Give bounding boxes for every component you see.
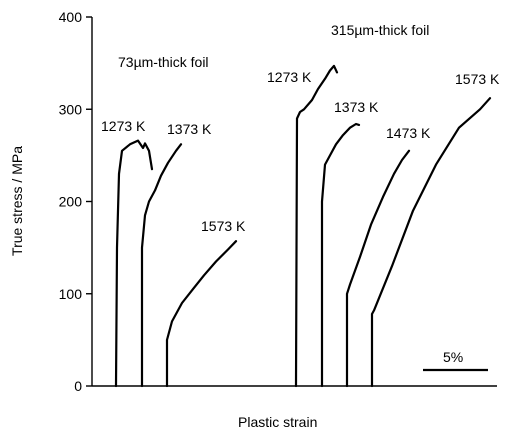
- curve-1573k-315um: [370, 97, 492, 388]
- curve-label: 1573 K: [201, 218, 246, 234]
- y-tick-label: 200: [59, 194, 83, 210]
- curve-1273k-73um: [114, 139, 154, 388]
- curve-label: 1573 K: [455, 71, 500, 87]
- y-axis-label: True stress / MPa: [9, 146, 25, 256]
- y-tick-label: 300: [59, 101, 83, 117]
- y-ticks: 0 100 200 300 400: [59, 9, 92, 394]
- group-label-315um: 315µm-thick foil: [331, 22, 429, 38]
- curve-label: 1473 K: [386, 125, 431, 141]
- x-axis-label: Plastic strain: [238, 414, 317, 430]
- y-tick-label: 100: [59, 286, 83, 302]
- y-tick-label: 400: [59, 9, 83, 25]
- y-tick-label: 0: [74, 378, 82, 394]
- curves: [114, 64, 492, 388]
- curve-label: 1273 K: [267, 69, 312, 85]
- curve-1573k-73um: [165, 240, 238, 388]
- curve-label: 1373 K: [334, 99, 379, 115]
- scale-bar-label: 5%: [443, 349, 463, 365]
- curve-1373k-73um: [140, 143, 183, 388]
- curve-1273k-315um: [294, 64, 339, 388]
- curve-1473k-315um: [345, 149, 411, 388]
- curve-label: 1273 K: [101, 118, 146, 134]
- curve-label: 1373 K: [167, 121, 212, 137]
- curve-1373k-315um: [320, 122, 361, 388]
- group-label-73um: 73µm-thick foil: [118, 54, 209, 70]
- curve-labels: 1273 K 1373 K 1573 K 1273 K 1373 K 1473 K 1573…: [101, 69, 500, 234]
